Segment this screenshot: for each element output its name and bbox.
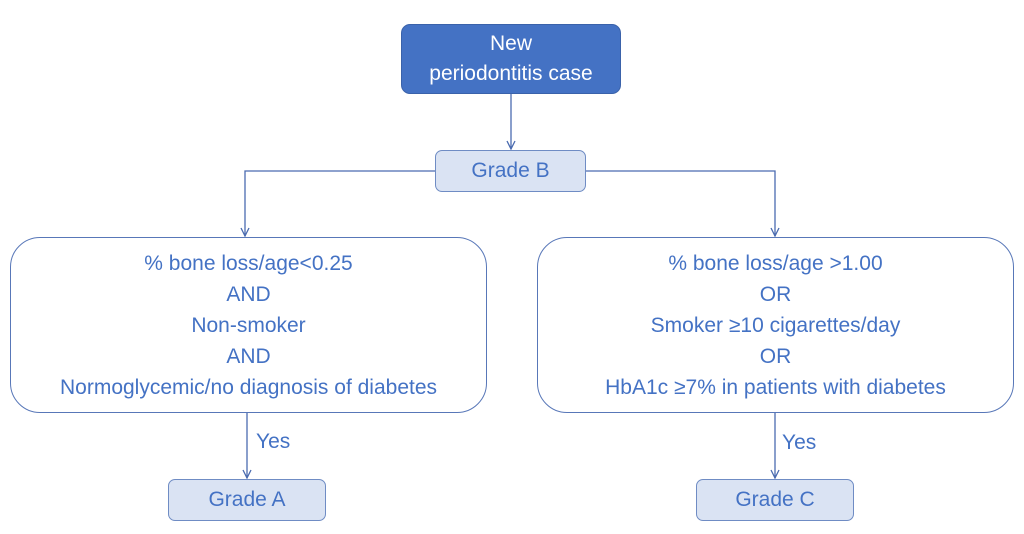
left-criteria-line-3: Non-smoker <box>191 313 306 337</box>
start-node-line-2: periodontitis case <box>429 62 593 85</box>
right-criteria-line-2: OR <box>759 282 792 306</box>
right-criteria-node: % bone loss/age >1.00 OR Smoker ≥10 ciga… <box>537 237 1014 413</box>
right-criteria-line-4: OR <box>759 344 792 368</box>
left-criteria-line-5: Normoglycemic/no diagnosis of diabetes <box>59 375 438 399</box>
grade-a-label: Grade A <box>208 488 286 511</box>
grade-c-label: Grade C <box>735 488 815 511</box>
left-criteria-line-4: AND <box>226 344 271 368</box>
arrow-grade-b-to-right-criteria <box>586 170 775 236</box>
right-yes-label: Yes <box>782 431 817 454</box>
left-criteria-line-2: AND <box>226 282 271 306</box>
left-criteria-node: % bone loss/age<0.25 AND Non-smoker AND … <box>10 237 487 413</box>
start-node-line-1: New <box>489 32 532 55</box>
grade-b-label: Grade B <box>471 159 550 182</box>
grade-a-node: Grade A <box>168 479 326 521</box>
right-criteria-line-5: HbA1c ≥7% in patients with diabetes <box>605 375 946 399</box>
left-yes-label: Yes <box>256 430 291 453</box>
grade-c-node: Grade C <box>696 479 854 521</box>
arrow-grade-b-to-left-criteria <box>245 170 435 236</box>
start-node: New periodontitis case <box>401 24 621 94</box>
right-criteria-line-3: Smoker ≥10 cigarettes/day <box>650 313 901 337</box>
left-criteria-line-1: % bone loss/age<0.25 <box>144 251 353 275</box>
grade-b-node: Grade B <box>435 150 586 192</box>
right-criteria-line-1: % bone loss/age >1.00 <box>668 251 883 275</box>
